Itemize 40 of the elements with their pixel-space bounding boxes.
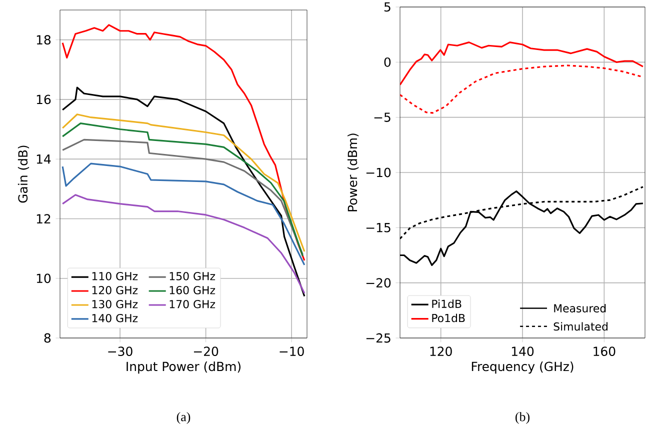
annotation: Measured xyxy=(554,304,606,312)
line-series xyxy=(62,194,306,294)
x-tick-label: −30 xyxy=(108,346,132,356)
x-tick-label: −20 xyxy=(194,346,218,356)
x-tick-label: 160 xyxy=(594,346,616,356)
legend-label: 160 GHz xyxy=(170,286,216,294)
x-tick-label: 120 xyxy=(430,346,452,356)
x-tick-label: 140 xyxy=(512,346,534,356)
y-tick-label: −20 xyxy=(366,278,391,288)
legend-label: 140 GHz xyxy=(92,314,138,322)
y-tick-label: 18 xyxy=(36,35,51,45)
legend-label: Po1dB xyxy=(432,314,465,322)
legend-label: Pi1dB xyxy=(432,300,462,308)
x-axis-title: Input Power (dBm) xyxy=(126,362,240,374)
text: (b) xyxy=(516,412,530,424)
y-tick-label: 10 xyxy=(36,274,51,284)
line-series xyxy=(62,162,306,266)
y-axis-title: Power (dBm) xyxy=(348,134,359,212)
y-tick-label: −5 xyxy=(374,112,390,122)
legend-label: 130 GHz xyxy=(92,300,138,308)
y-tick-label: −15 xyxy=(366,223,390,232)
line-series xyxy=(400,64,644,114)
y-tick-label: −10 xyxy=(366,168,391,178)
y-tick-label: 8 xyxy=(44,333,51,343)
legend-label: 120 GHz xyxy=(92,286,138,294)
y-tick-label: 0 xyxy=(384,57,391,67)
x-axis-title: Frequency (GHz) xyxy=(472,362,574,374)
x-tick-label: −10 xyxy=(280,346,304,356)
legend-label: 170 GHz xyxy=(170,300,216,308)
y-tick-label: 16 xyxy=(36,94,51,104)
legend-label: 150 GHz xyxy=(170,272,216,280)
annotation: Simulated xyxy=(554,322,608,331)
y-tick-label: 5 xyxy=(384,2,390,12)
y-tick-label: 14 xyxy=(36,154,51,164)
y-tick-label: −25 xyxy=(366,333,390,343)
text: (a) xyxy=(176,412,190,424)
y-tick-label: 12 xyxy=(36,214,50,224)
line-series xyxy=(400,42,644,86)
legend-label: 110 GHz xyxy=(92,272,138,280)
y-axis-title: Gain (dB) xyxy=(18,146,30,203)
